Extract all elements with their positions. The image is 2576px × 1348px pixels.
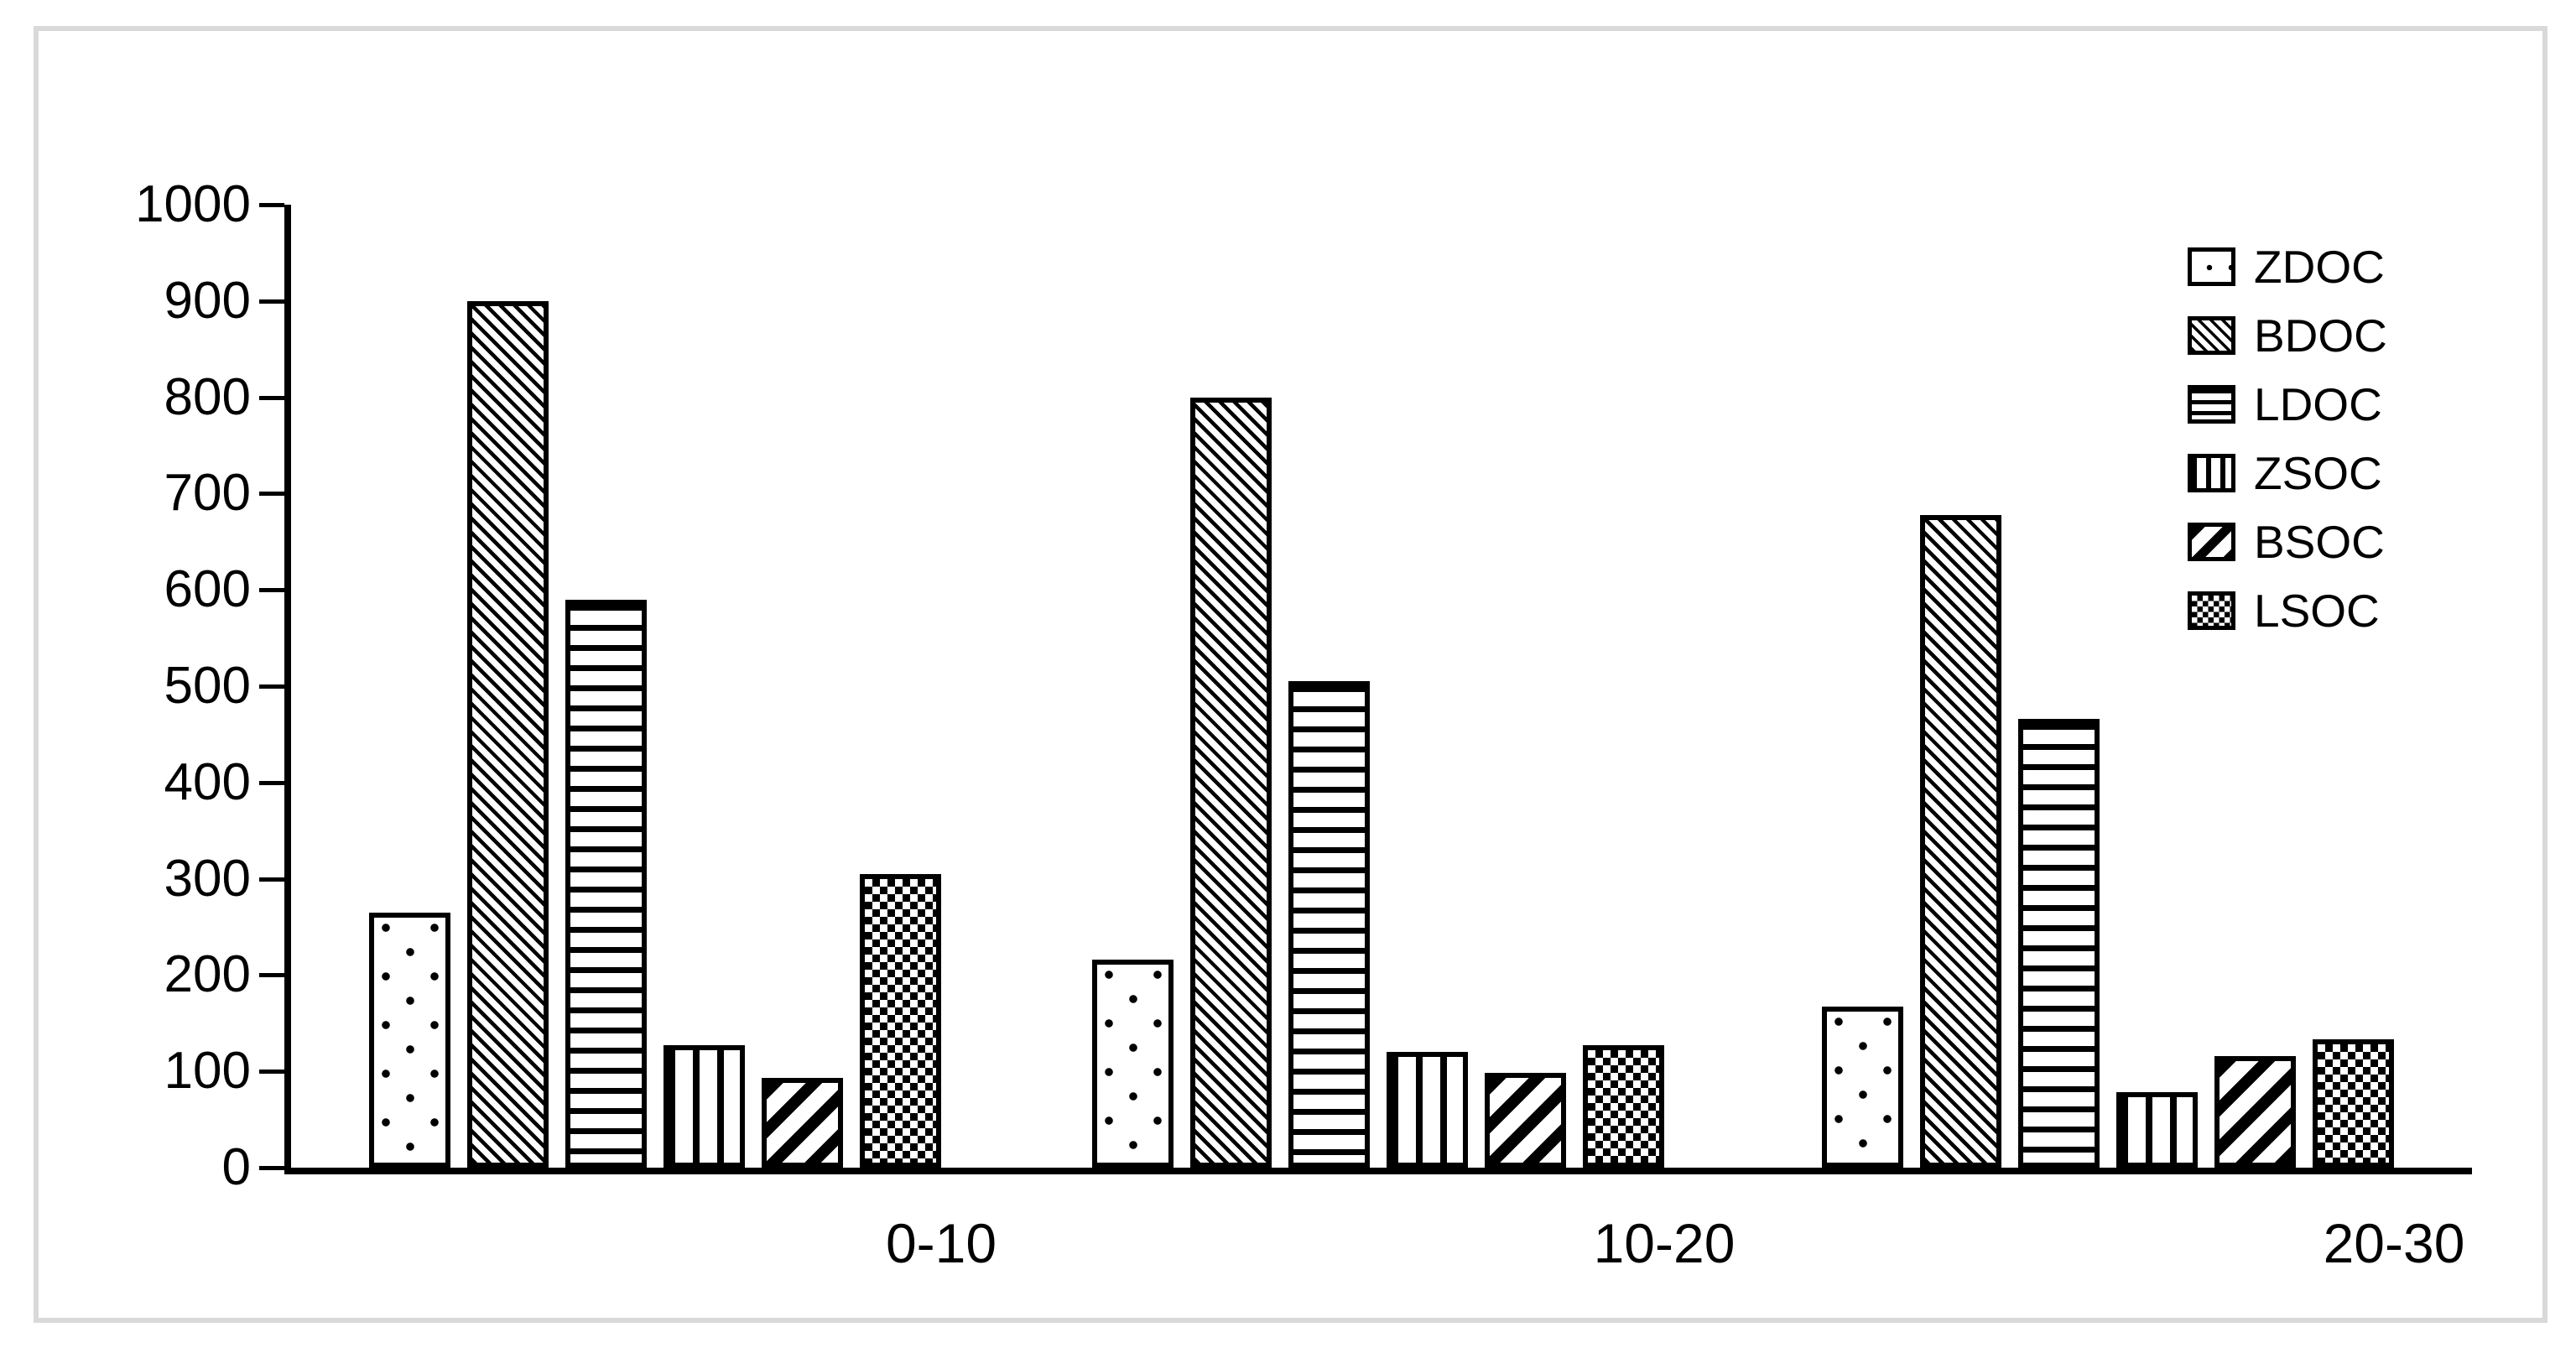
- legend-swatch-ldoc-icon: [2188, 385, 2235, 424]
- bar-lsoc-10-20: [1583, 1045, 1664, 1168]
- legend-item-zdoc: ZDOC: [2188, 232, 2387, 301]
- bar-zsoc-20-30: [2116, 1092, 2198, 1168]
- y-axis-tick: [259, 684, 284, 689]
- bar-zdoc-10-20: [1092, 960, 1174, 1168]
- y-axis-tick-label: 0: [221, 1138, 251, 1196]
- bar-zsoc-10-20: [1387, 1052, 1468, 1168]
- bar-bdoc-20-30: [1920, 515, 2001, 1168]
- y-axis-tick-label: 500: [164, 657, 251, 715]
- legend-swatch-bdoc-icon: [2188, 316, 2235, 355]
- chart-frame: 1000 900 800 700 600 500 400 300 200 100 0 0-10 10-2…: [34, 26, 2547, 1323]
- legend-label: ZDOC: [2254, 241, 2385, 293]
- x-axis-category-label: 0-10: [885, 1212, 997, 1274]
- y-axis-tick-label: 400: [164, 752, 251, 811]
- bar-bdoc-0-10: [467, 301, 549, 1168]
- y-axis-tick: [259, 1166, 284, 1170]
- bar-bsoc-0-10: [762, 1078, 843, 1168]
- y-axis-tick: [259, 299, 284, 304]
- legend-label: LSOC: [2254, 585, 2380, 637]
- legend-label: ZSOC: [2254, 447, 2382, 499]
- y-axis-tick-label: 900: [164, 271, 251, 330]
- y-axis-tick-label: 100: [164, 1042, 251, 1101]
- y-axis-tick-label: 700: [164, 464, 251, 523]
- y-axis-tick: [259, 203, 284, 207]
- y-axis-tick-label: 1000: [135, 175, 251, 233]
- bar-ldoc-20-30: [2018, 719, 2100, 1168]
- legend-swatch-lsoc-icon: [2188, 591, 2235, 630]
- x-axis-category-label: 10-20: [1593, 1212, 1736, 1274]
- bar-bsoc-10-20: [1485, 1073, 1566, 1168]
- bar-lsoc-0-10: [860, 874, 941, 1168]
- bar-ldoc-10-20: [1288, 681, 1370, 1168]
- bar-lsoc-20-30: [2313, 1039, 2394, 1168]
- bar-bsoc-20-30: [2214, 1056, 2296, 1168]
- bar-ldoc-0-10: [565, 600, 647, 1168]
- legend-label: LDOC: [2254, 378, 2382, 430]
- y-axis-tick: [259, 395, 284, 400]
- y-axis-tick: [259, 588, 284, 593]
- y-axis-tick: [259, 877, 284, 882]
- legend-item-zsoc: ZSOC: [2188, 439, 2387, 507]
- plot-area: 1000 900 800 700 600 500 400 300 200 100 0 0-10 10-2…: [135, 179, 2472, 1274]
- legend-item-lsoc: LSOC: [2188, 576, 2387, 645]
- legend-item-ldoc: LDOC: [2188, 370, 2387, 439]
- legend-item-bsoc: BSOC: [2188, 507, 2387, 576]
- legend-item-bdoc: BDOC: [2188, 301, 2387, 370]
- legend-label: BSOC: [2254, 516, 2385, 568]
- y-axis-tick-label: 600: [164, 560, 251, 619]
- bar-bdoc-10-20: [1190, 398, 1272, 1168]
- y-axis-tick-label: 200: [164, 945, 251, 1004]
- y-axis-tick: [259, 780, 284, 785]
- legend-swatch-zdoc-icon: [2188, 247, 2235, 286]
- y-axis-tick-label: 300: [164, 849, 251, 908]
- y-axis-tick: [259, 973, 284, 978]
- y-axis-tick: [259, 1070, 284, 1075]
- legend-swatch-zsoc-icon: [2188, 454, 2235, 492]
- bar-zdoc-20-30: [1822, 1007, 1903, 1168]
- bar-zsoc-0-10: [664, 1045, 745, 1168]
- y-axis-tick: [259, 492, 284, 497]
- legend-label: BDOC: [2254, 310, 2387, 362]
- x-axis-category-label: 20-30: [2323, 1212, 2465, 1274]
- legend-swatch-bsoc-icon: [2188, 523, 2235, 561]
- y-axis-tick-label: 800: [164, 367, 251, 426]
- bar-zdoc-0-10: [369, 913, 450, 1168]
- legend: ZDOC BDOC LDOC ZSOC BSOC LSOC: [2188, 232, 2387, 645]
